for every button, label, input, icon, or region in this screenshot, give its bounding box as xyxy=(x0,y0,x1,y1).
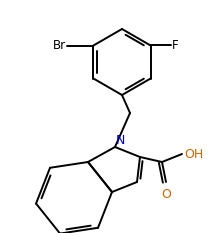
Text: Br: Br xyxy=(53,39,66,52)
Text: OH: OH xyxy=(184,147,203,161)
Text: F: F xyxy=(171,39,178,52)
Text: N: N xyxy=(115,134,125,147)
Text: O: O xyxy=(161,188,171,201)
